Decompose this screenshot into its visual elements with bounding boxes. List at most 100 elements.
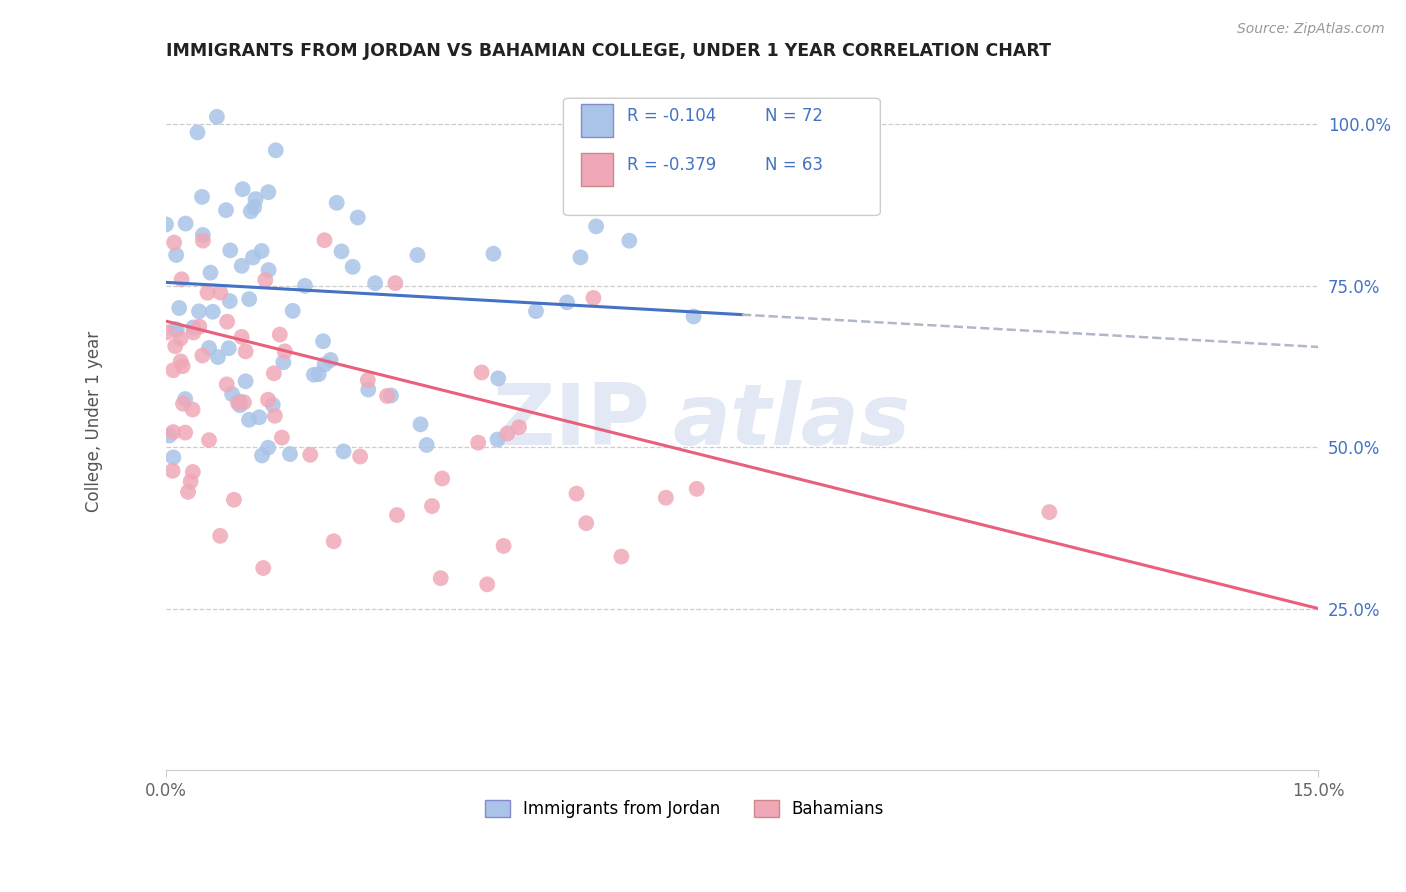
Point xyxy=(170,354,193,368)
Point xyxy=(219,244,242,258)
Point xyxy=(181,320,204,334)
Text: N = 63: N = 63 xyxy=(765,156,823,174)
Point xyxy=(221,387,243,401)
Point xyxy=(155,218,177,232)
Point xyxy=(177,484,200,499)
Point xyxy=(209,285,232,300)
Point xyxy=(163,235,186,250)
Point xyxy=(415,438,437,452)
Point xyxy=(215,377,238,392)
Point xyxy=(231,330,253,344)
FancyBboxPatch shape xyxy=(564,98,880,216)
Point xyxy=(486,371,509,385)
Point xyxy=(278,447,301,461)
Point xyxy=(486,433,509,447)
Point xyxy=(325,195,347,210)
Point xyxy=(585,219,607,234)
Text: IMMIGRANTS FROM JORDAN VS BAHAMIAN COLLEGE, UNDER 1 YEAR CORRELATION CHART: IMMIGRANTS FROM JORDAN VS BAHAMIAN COLLE… xyxy=(166,42,1050,60)
Point xyxy=(238,413,260,427)
Point xyxy=(228,394,250,409)
Point xyxy=(384,276,406,290)
Point xyxy=(250,244,273,258)
Point xyxy=(257,263,280,277)
Point xyxy=(191,227,214,242)
Point xyxy=(655,491,678,505)
Point xyxy=(157,428,180,442)
Point xyxy=(166,323,188,337)
Point xyxy=(263,367,285,381)
Point xyxy=(269,327,291,342)
Point xyxy=(188,304,211,318)
Point xyxy=(165,322,187,336)
Point xyxy=(235,374,257,388)
Point xyxy=(565,486,588,500)
Point xyxy=(232,395,254,409)
Point xyxy=(375,389,398,403)
Point xyxy=(198,341,221,355)
Point xyxy=(207,350,229,364)
Text: Source: ZipAtlas.com: Source: ZipAtlas.com xyxy=(1237,22,1385,37)
Point xyxy=(420,499,443,513)
Point xyxy=(264,409,287,423)
Point xyxy=(262,398,284,412)
Point xyxy=(477,577,499,591)
Point xyxy=(524,304,547,318)
Y-axis label: College, Under 1 year: College, Under 1 year xyxy=(86,331,103,512)
Point xyxy=(167,301,190,315)
Point xyxy=(686,482,709,496)
Point xyxy=(380,388,402,402)
Point xyxy=(180,475,202,489)
Point xyxy=(492,539,515,553)
Point xyxy=(197,285,219,300)
Point xyxy=(205,110,228,124)
Point xyxy=(299,448,322,462)
Point xyxy=(239,204,262,219)
Point xyxy=(245,192,267,206)
Point xyxy=(264,143,287,157)
Point xyxy=(209,529,232,543)
Point xyxy=(281,304,304,318)
Text: N = 72: N = 72 xyxy=(765,107,823,126)
Point xyxy=(172,397,194,411)
Point xyxy=(252,561,274,575)
Point xyxy=(162,363,184,377)
Point xyxy=(181,465,204,479)
Point xyxy=(238,292,260,306)
Point xyxy=(198,433,221,447)
Point xyxy=(191,190,214,204)
Point xyxy=(217,315,239,329)
Point xyxy=(582,291,605,305)
Point xyxy=(406,248,429,262)
Point xyxy=(364,276,387,290)
Point xyxy=(183,326,205,340)
Point xyxy=(218,294,240,309)
Point xyxy=(242,251,264,265)
Point xyxy=(619,234,641,248)
Point xyxy=(257,185,280,199)
Point xyxy=(231,259,253,273)
Point xyxy=(257,392,280,407)
Point xyxy=(169,332,191,346)
Legend: Immigrants from Jordan, Bahamians: Immigrants from Jordan, Bahamians xyxy=(478,793,891,824)
Point xyxy=(162,464,184,478)
Point xyxy=(174,217,197,231)
Point xyxy=(346,211,368,225)
Point xyxy=(314,233,336,247)
Point xyxy=(200,266,222,280)
Point xyxy=(215,203,238,218)
Point xyxy=(243,200,266,214)
Point xyxy=(314,358,336,372)
Point xyxy=(508,420,530,434)
Text: atlas: atlas xyxy=(673,380,911,463)
Point xyxy=(191,349,214,363)
Point xyxy=(330,244,353,259)
Point xyxy=(257,441,280,455)
Point xyxy=(319,353,342,368)
Point xyxy=(165,339,187,353)
Point xyxy=(274,344,297,359)
Point xyxy=(191,234,214,248)
Point xyxy=(250,449,273,463)
Point xyxy=(332,444,354,458)
Point xyxy=(165,248,187,262)
Point xyxy=(273,355,295,369)
